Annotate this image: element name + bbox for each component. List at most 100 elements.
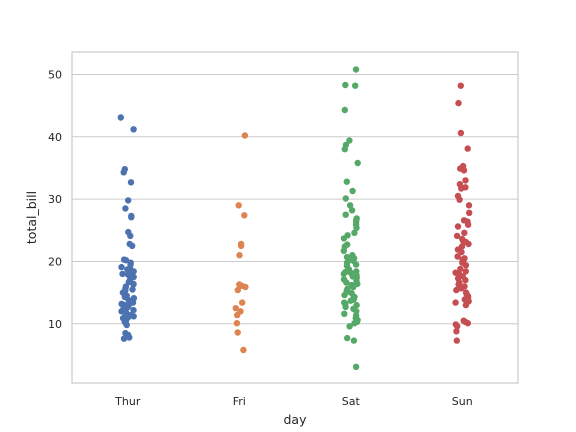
data-point — [234, 286, 241, 294]
data-point — [465, 202, 473, 209]
data-point — [353, 224, 360, 231]
data-point — [234, 329, 241, 336]
data-point — [458, 248, 465, 256]
data-point — [129, 286, 136, 293]
data-point — [124, 266, 131, 273]
data-point — [241, 212, 248, 219]
data-point — [128, 214, 135, 221]
x-tick-labels: Thur Fri Sat Sun — [114, 395, 473, 408]
data-point — [352, 66, 360, 73]
data-point — [462, 262, 470, 269]
x-axis-label: day — [284, 412, 308, 427]
data-point — [342, 195, 349, 202]
data-point — [344, 334, 351, 342]
data-point — [341, 106, 348, 114]
data-point — [349, 187, 356, 195]
y-tick-label: 40 — [48, 131, 62, 144]
data-point — [346, 202, 354, 209]
data-point — [348, 207, 356, 214]
y-tick-label: 30 — [48, 193, 62, 206]
data-point — [130, 313, 137, 320]
data-point — [241, 132, 249, 139]
data-point — [351, 320, 358, 327]
data-points — [117, 66, 473, 370]
data-point — [351, 229, 358, 236]
data-point — [458, 185, 465, 192]
data-point — [456, 196, 463, 203]
data-point — [239, 299, 246, 306]
data-point — [346, 137, 353, 144]
y-tick-label: 20 — [48, 255, 62, 268]
data-point — [127, 179, 135, 186]
data-point — [343, 178, 350, 185]
data-point — [235, 202, 242, 209]
data-point — [341, 146, 348, 153]
data-point — [457, 129, 465, 137]
data-point — [458, 285, 465, 292]
data-point — [352, 82, 359, 89]
data-point — [341, 310, 348, 317]
data-point — [454, 223, 462, 230]
data-point — [342, 303, 349, 311]
data-point — [461, 229, 468, 236]
data-point — [464, 320, 471, 327]
data-point — [122, 205, 129, 212]
data-point — [130, 306, 137, 314]
data-point — [455, 99, 462, 107]
data-point — [123, 321, 130, 329]
data-point — [466, 209, 473, 216]
plot-frame — [71, 51, 519, 384]
data-point — [234, 311, 241, 319]
y-gridlines — [72, 73, 518, 325]
data-point — [341, 291, 348, 299]
data-point — [118, 263, 125, 271]
data-point — [453, 232, 461, 240]
data-point — [452, 299, 459, 306]
data-point — [129, 242, 136, 250]
data-point — [465, 240, 472, 248]
data-point — [233, 320, 241, 327]
x-tick-label: Sat — [342, 395, 361, 408]
data-point — [240, 346, 247, 354]
data-point — [462, 276, 469, 284]
data-point — [350, 337, 358, 344]
y-axis-label: total_bill — [24, 191, 39, 244]
data-point — [453, 286, 460, 294]
data-point — [125, 197, 132, 204]
data-point — [462, 268, 469, 275]
data-point — [119, 270, 126, 278]
data-point — [340, 235, 348, 242]
data-point — [122, 257, 130, 264]
data-point — [464, 221, 472, 228]
data-point — [130, 126, 137, 133]
data-point — [126, 334, 133, 341]
data-point — [127, 232, 134, 240]
data-point — [120, 169, 127, 176]
data-point — [464, 145, 471, 152]
data-point — [453, 337, 460, 344]
data-point — [343, 279, 350, 286]
data-point — [340, 270, 347, 278]
data-point — [120, 335, 128, 342]
data-point — [457, 265, 464, 273]
data-point — [237, 242, 245, 250]
data-point — [347, 297, 354, 304]
y-tick-label: 10 — [48, 318, 62, 331]
data-point — [462, 177, 469, 184]
data-point — [342, 211, 349, 218]
data-point — [354, 159, 361, 167]
data-point — [346, 323, 353, 330]
data-point — [460, 167, 468, 174]
x-tick-label: Sun — [452, 395, 473, 408]
data-point — [352, 363, 360, 370]
data-point — [352, 261, 360, 268]
data-point — [462, 301, 470, 309]
y-tick-label: 50 — [48, 68, 62, 81]
data-point — [242, 283, 249, 291]
x-tick-label: Thur — [114, 395, 141, 408]
data-point — [232, 305, 239, 312]
data-point — [236, 252, 243, 259]
data-point — [130, 281, 137, 288]
data-point — [453, 328, 460, 335]
